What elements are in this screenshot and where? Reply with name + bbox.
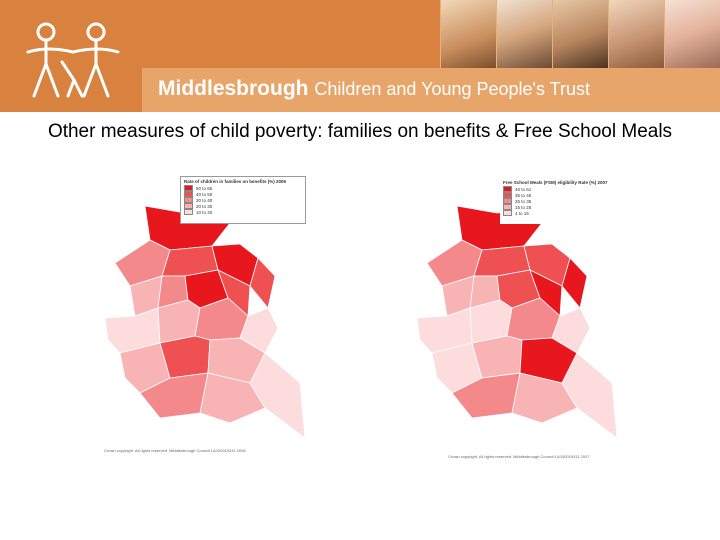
legend-swatch xyxy=(184,209,193,215)
ward-south-east-2 xyxy=(249,352,306,439)
legend-label: 10 to 20 xyxy=(196,209,213,215)
slide-title: Other measures of child poverty: familie… xyxy=(47,121,673,142)
legend-row: 20 to 30 xyxy=(184,203,302,209)
legend-label: 4 to 15 xyxy=(515,210,529,216)
legend-swatch xyxy=(503,204,512,210)
legend-row: 35 to 46 xyxy=(503,192,621,198)
trust-logo-icon xyxy=(26,22,120,98)
legend-swatch xyxy=(503,192,512,198)
legend-swatch xyxy=(503,198,512,204)
benefits-legend-title: Rate of children in families on benefits… xyxy=(184,179,287,184)
ward-east-2 xyxy=(551,307,591,354)
legend-label: 30 to 40 xyxy=(196,197,213,203)
fsm-legend-title: Free School Meals (FSM) eligibility Rate… xyxy=(503,180,608,185)
legend-swatch xyxy=(184,203,193,209)
brand-bar xyxy=(142,68,720,112)
header-photo-strip xyxy=(440,0,720,68)
legend-label: 25 to 35 xyxy=(515,198,532,204)
child-photo-2 xyxy=(496,0,552,68)
fsm-map-graphic xyxy=(416,205,618,439)
legend-label: 15 to 25 xyxy=(515,204,532,210)
child-photo-3 xyxy=(552,0,608,68)
benefits-map-copyright: Crown copyright. All rights reserved. Mi… xyxy=(104,448,246,453)
legend-row: 30 to 40 xyxy=(184,197,302,203)
legend-label: 40 to 50 xyxy=(196,191,213,197)
legend-swatch xyxy=(184,185,193,191)
fsm-map: Free School Meals (FSM) eligibility Rate… xyxy=(412,168,627,459)
benefits-legend: Rate of children in families on benefits… xyxy=(180,176,306,224)
legend-row: 25 to 35 xyxy=(503,198,621,204)
legend-row: 4 to 15 xyxy=(503,210,621,216)
fsm-map-copyright: Crown copyright. All rights reserved. Mi… xyxy=(448,454,590,459)
legend-row: 40 to 50 xyxy=(184,191,302,197)
fsm-legend: Free School Meals (FSM) eligibility Rate… xyxy=(500,178,624,224)
benefits-map: Rate of children in families on benefits… xyxy=(100,168,315,458)
ward-south-5 xyxy=(511,372,578,424)
legend-row: 15 to 25 xyxy=(503,204,621,210)
legend-label: 50 to 65 xyxy=(196,185,213,191)
legend-row: 46 to 61 xyxy=(503,186,621,192)
benefits-map-graphic xyxy=(104,205,306,439)
legend-row: 50 to 65 xyxy=(184,185,302,191)
child-photo-1 xyxy=(440,0,496,68)
child-photo-4 xyxy=(608,0,664,68)
legend-swatch xyxy=(503,186,512,192)
brand-name-rest: Children and Young People's Trust xyxy=(314,79,590,99)
legend-label: 46 to 61 xyxy=(515,186,532,192)
benefits-legend-rows: 50 to 65 40 to 50 30 to 40 20 to 30 10 to 20 xyxy=(184,185,302,215)
legend-label: 35 to 46 xyxy=(515,192,532,198)
ward-south-5 xyxy=(199,372,266,424)
brand-name: Middlesbrough Children and Young People'… xyxy=(158,77,590,101)
legend-row: 10 to 20 xyxy=(184,209,302,215)
legend-swatch xyxy=(184,191,193,197)
legend-swatch xyxy=(184,197,193,203)
ward-east-2 xyxy=(239,307,279,354)
child-photo-5 xyxy=(664,0,720,68)
legend-swatch xyxy=(503,210,512,216)
fsm-legend-rows: 46 to 61 35 to 46 25 to 35 15 to 25 4 to 15 xyxy=(503,186,621,216)
ward-south-east-2 xyxy=(561,352,618,439)
brand-name-bold: Middlesbrough xyxy=(158,77,309,100)
legend-label: 20 to 30 xyxy=(196,203,213,209)
